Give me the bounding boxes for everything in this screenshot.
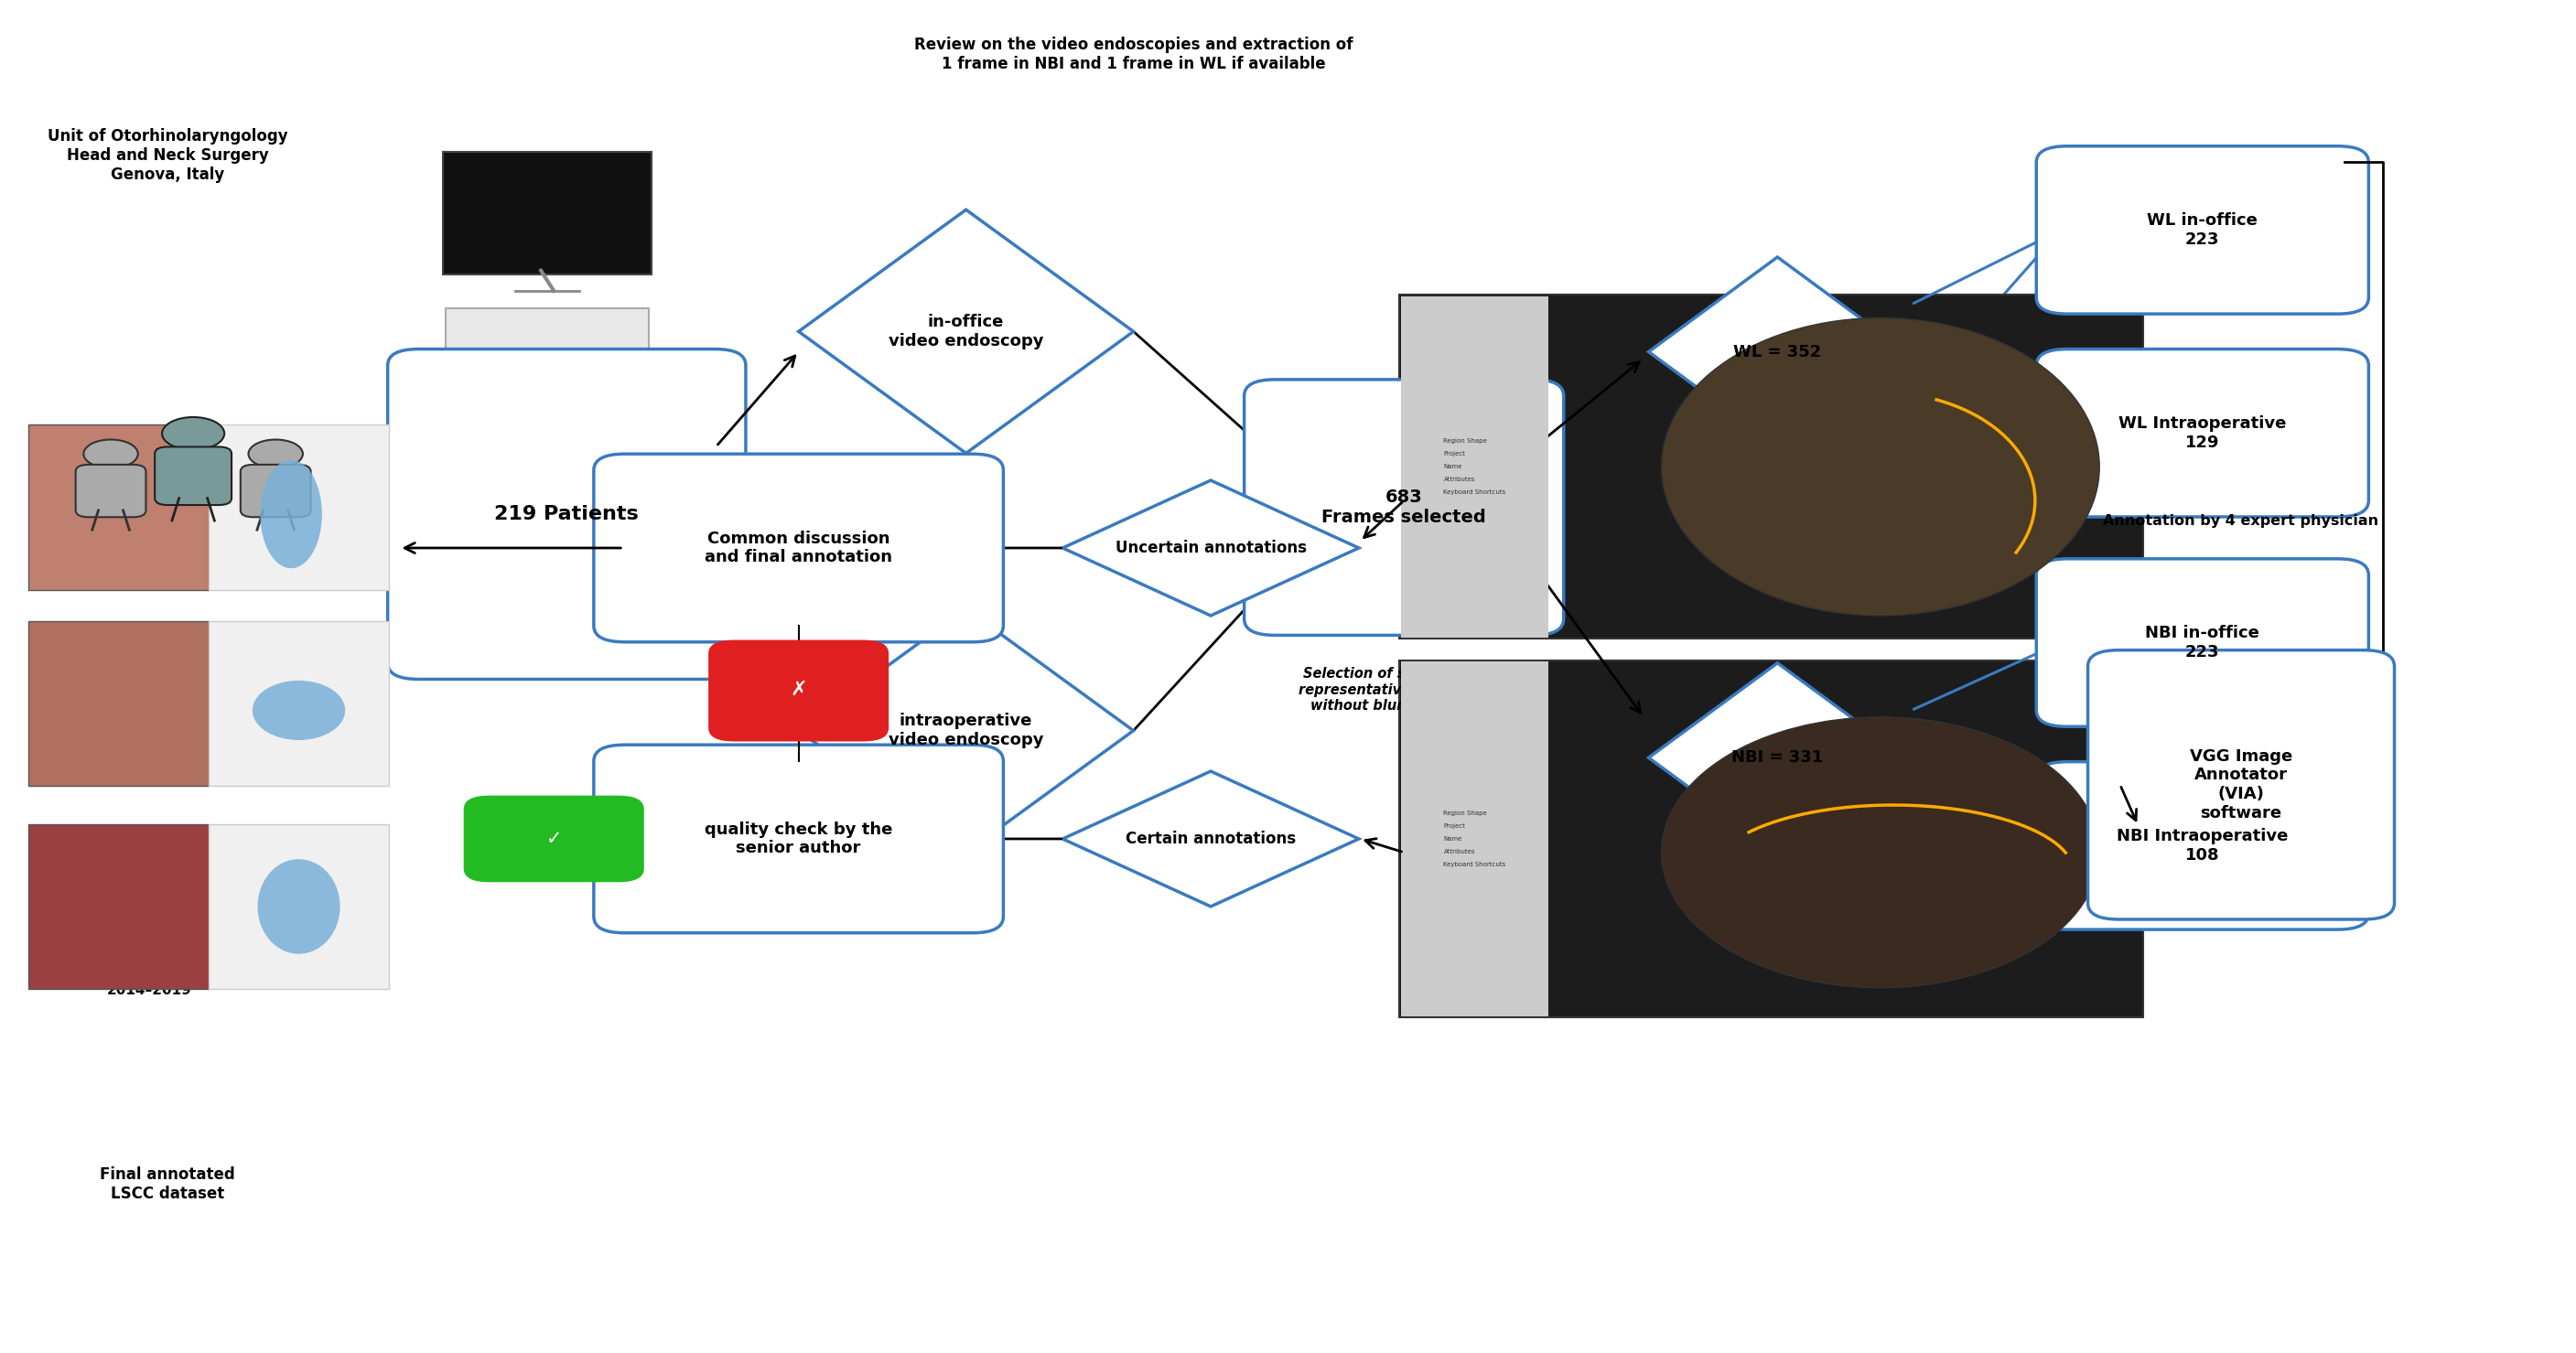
Ellipse shape (252, 681, 345, 740)
Polygon shape (1649, 663, 1906, 852)
FancyBboxPatch shape (443, 152, 652, 275)
FancyBboxPatch shape (1401, 662, 1548, 1016)
Text: ✗: ✗ (791, 681, 806, 700)
Circle shape (162, 417, 224, 449)
Text: intraoperative
video endoscopy: intraoperative video endoscopy (889, 713, 1043, 748)
Text: ✓: ✓ (546, 829, 562, 848)
Text: quality check by the
senior author: quality check by the senior author (706, 821, 891, 856)
Text: 219 Patients: 219 Patients (495, 505, 639, 524)
Polygon shape (1061, 771, 1360, 907)
FancyBboxPatch shape (2035, 349, 2367, 517)
Text: NBI = 331: NBI = 331 (1731, 750, 1824, 766)
Text: Laryngeal cancer patients
with recorded endoscopy
2014–2019: Laryngeal cancer patients with recorded … (46, 951, 252, 997)
Ellipse shape (260, 460, 322, 568)
FancyBboxPatch shape (28, 425, 209, 590)
FancyBboxPatch shape (446, 308, 649, 409)
Polygon shape (799, 210, 1133, 453)
FancyBboxPatch shape (386, 349, 747, 679)
FancyBboxPatch shape (209, 621, 389, 786)
Text: NBI Intraoperative
108: NBI Intraoperative 108 (2117, 828, 2287, 863)
Circle shape (247, 440, 304, 468)
Text: WL in-office
223: WL in-office 223 (2148, 212, 2257, 248)
FancyBboxPatch shape (708, 640, 889, 741)
FancyBboxPatch shape (209, 824, 389, 989)
FancyBboxPatch shape (1244, 380, 1564, 636)
FancyBboxPatch shape (2035, 146, 2367, 314)
FancyBboxPatch shape (209, 425, 389, 590)
FancyBboxPatch shape (1399, 295, 2143, 639)
Text: Region Shape

Project

Name

Attributes

Keyboard Shortcuts: Region Shape Project Name Attributes Key… (1443, 810, 1507, 867)
Text: Selection of steady frames
representative of the lesion
without blur or artefact: Selection of steady frames representativ… (1298, 667, 1510, 713)
FancyBboxPatch shape (28, 824, 209, 989)
Text: Uncertain annotations: Uncertain annotations (1115, 540, 1306, 556)
FancyBboxPatch shape (592, 455, 1002, 643)
Text: 683
Frames selected: 683 Frames selected (1321, 488, 1486, 526)
Text: Certain annotations: Certain annotations (1126, 831, 1296, 847)
Polygon shape (799, 609, 1133, 852)
FancyBboxPatch shape (155, 446, 232, 505)
Text: Region Shape

Project

Name

Attributes

Keyboard Shortcuts: Region Shape Project Name Attributes Key… (1443, 438, 1507, 495)
Text: Annotation by 4 expert physician: Annotation by 4 expert physician (2105, 514, 2378, 528)
Ellipse shape (1662, 318, 2099, 616)
Text: Final annotated
LSCC dataset: Final annotated LSCC dataset (100, 1166, 234, 1201)
FancyBboxPatch shape (240, 464, 312, 517)
FancyBboxPatch shape (2087, 651, 2396, 920)
Text: Review on the video endoscopies and extraction of
1 frame in NBI and 1 frame in : Review on the video endoscopies and extr… (914, 37, 1352, 72)
FancyBboxPatch shape (464, 796, 644, 882)
Text: WL = 352: WL = 352 (1734, 344, 1821, 360)
Text: in-office
video endoscopy: in-office video endoscopy (889, 314, 1043, 349)
FancyBboxPatch shape (1401, 296, 1548, 637)
FancyBboxPatch shape (2035, 762, 2367, 930)
FancyBboxPatch shape (2035, 559, 2367, 727)
FancyBboxPatch shape (75, 464, 147, 517)
Polygon shape (1649, 257, 1906, 446)
Polygon shape (1061, 480, 1360, 616)
Text: Unit of Otorhinolaryngology
Head and Neck Surgery
Genova, Italy: Unit of Otorhinolaryngology Head and Nec… (46, 129, 289, 183)
Text: VGG Image
Annotator
(VIA)
software: VGG Image Annotator (VIA) software (2190, 748, 2293, 821)
FancyBboxPatch shape (28, 621, 209, 786)
Circle shape (82, 440, 139, 468)
FancyBboxPatch shape (1399, 660, 2143, 1017)
Ellipse shape (1662, 717, 2099, 988)
Ellipse shape (258, 859, 340, 954)
Text: Common discussion
and final annotation: Common discussion and final annotation (706, 530, 891, 566)
FancyBboxPatch shape (592, 744, 1002, 934)
Text: WL Intraoperative
129: WL Intraoperative 129 (2117, 415, 2287, 451)
Text: NBI in-office
223: NBI in-office 223 (2146, 625, 2259, 660)
